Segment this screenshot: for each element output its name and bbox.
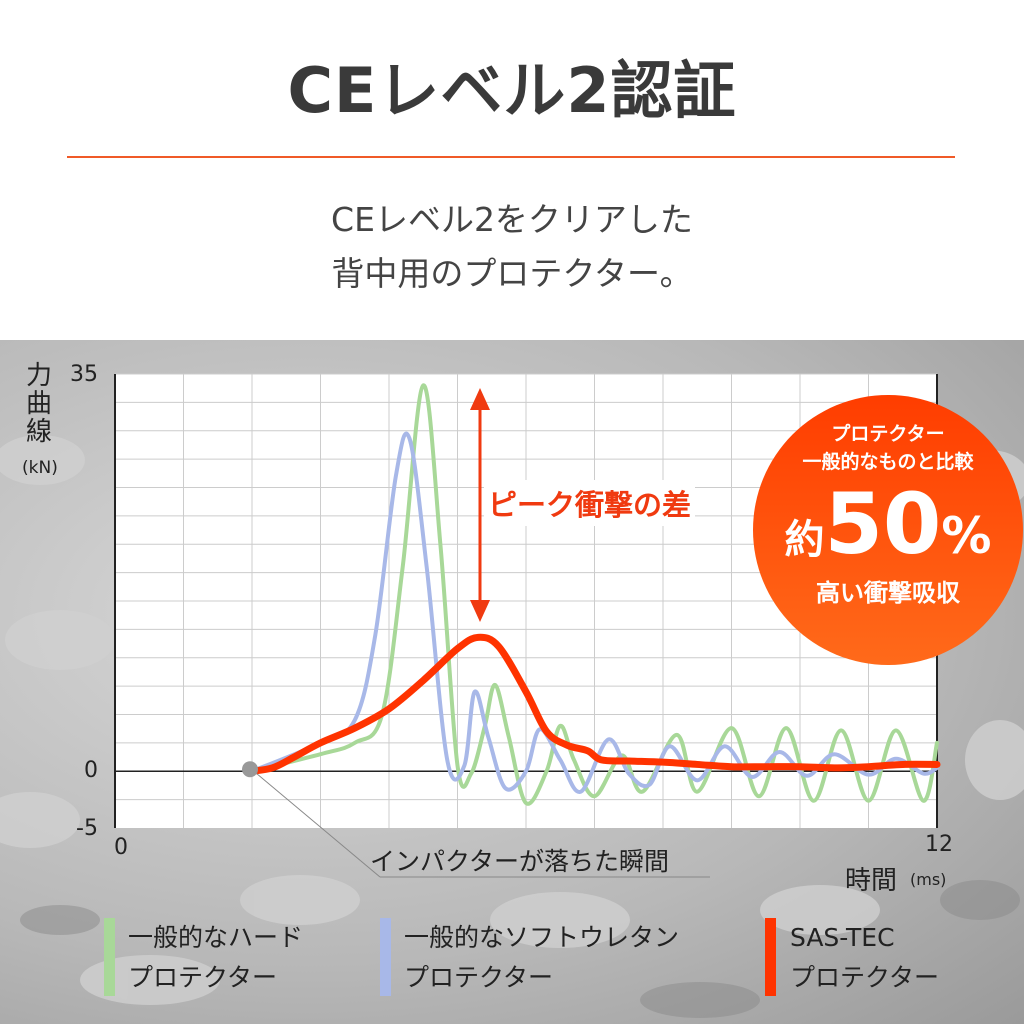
impact-moment-label: インパクターが落ちた瞬間 bbox=[370, 847, 670, 876]
legend-swatch-soft bbox=[380, 918, 391, 996]
x-axis-unit: (ms) bbox=[910, 870, 947, 889]
title-divider bbox=[67, 156, 955, 158]
legend-swatch-hard bbox=[104, 918, 115, 996]
series-lines bbox=[248, 383, 941, 806]
series-line-2 bbox=[248, 633, 941, 775]
badge-line-1: プロテクター bbox=[831, 423, 945, 445]
comparison-badge: プロテクター 一般的なものと比較 約50% 高い衝撃吸収 bbox=[753, 395, 1023, 665]
legend-label-line-1: 一般的なソフトウレタン bbox=[404, 923, 680, 952]
peak-difference-arrow bbox=[470, 388, 490, 622]
badge-prefix: 約 bbox=[784, 517, 825, 563]
x-tick-12: 12 bbox=[925, 832, 953, 857]
badge-unit: % bbox=[941, 507, 992, 565]
badge-value: 50 bbox=[824, 475, 942, 573]
legend-item-hard: 一般的なハード プロテクター bbox=[128, 918, 303, 998]
legend-label-line-2: プロテクター bbox=[790, 963, 940, 992]
impact-point-marker bbox=[242, 761, 258, 778]
legend-item-sas-tec: SAS-TEC プロテクター bbox=[790, 918, 939, 998]
y-tick-35: 35 bbox=[70, 362, 98, 387]
subtitle-line-2: 背中用のプロテクター。 bbox=[331, 254, 693, 293]
subtitle-line-1: CEレベル2をクリアした bbox=[331, 200, 693, 239]
y-axis-unit: (kN) bbox=[22, 458, 58, 478]
impact-leader-line bbox=[249, 767, 381, 878]
badge-line-3: 高い衝撃吸収 bbox=[816, 579, 960, 607]
badge-line-2: 一般的なものと比較 bbox=[802, 451, 974, 473]
y-tick-neg5: -5 bbox=[76, 816, 98, 841]
page-title: CEレベル2認証 bbox=[287, 54, 737, 127]
series-line-1 bbox=[250, 431, 939, 794]
y-axis-label: 力曲線 bbox=[26, 361, 53, 447]
y-tick-0: 0 bbox=[84, 758, 98, 783]
legend-item-soft: 一般的なソフトウレタン プロテクター bbox=[404, 918, 679, 998]
x-tick-0: 0 bbox=[114, 835, 128, 860]
legend-label-line-2: プロテクター bbox=[404, 963, 554, 992]
peak-difference-label: ピーク衝撃の差 bbox=[484, 480, 696, 526]
legend-label-line-1: 一般的なハード bbox=[128, 923, 304, 952]
legend-swatch-sas-tec bbox=[765, 918, 776, 996]
legend-label-line-2: プロテクター bbox=[128, 963, 278, 992]
series-line-0 bbox=[250, 383, 939, 806]
legend-label-line-1: SAS-TEC bbox=[790, 923, 895, 952]
x-axis-label: 時間 bbox=[845, 866, 898, 896]
